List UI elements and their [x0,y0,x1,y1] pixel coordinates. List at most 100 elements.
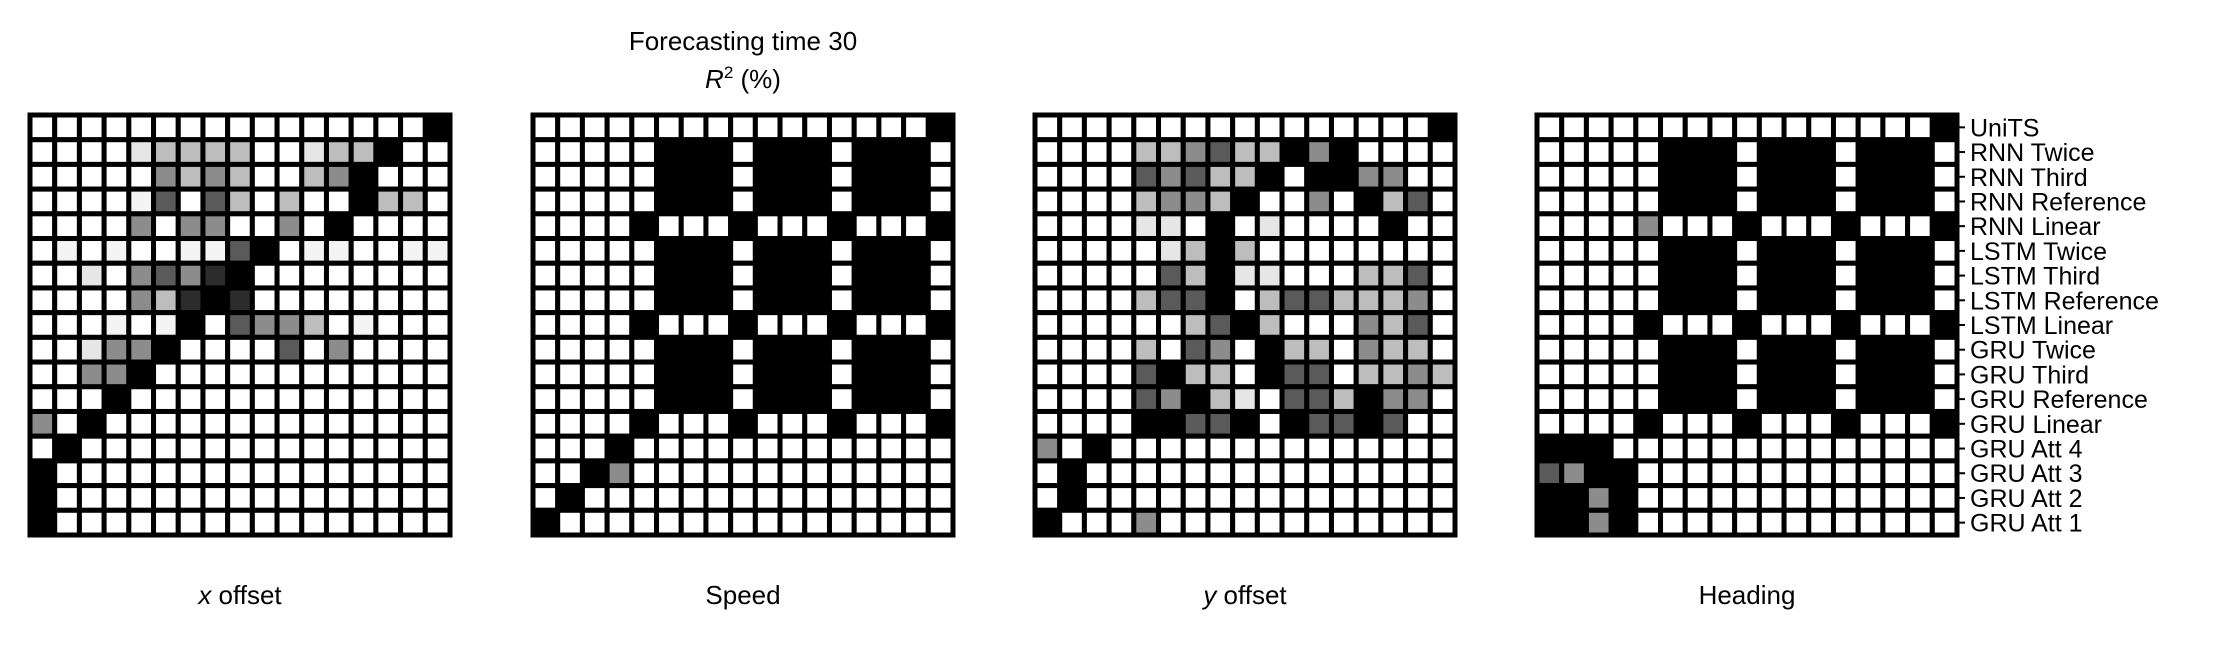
heatmap-cell [777,507,808,538]
heatmap-cell [1756,408,1787,439]
heatmap-cell [175,507,206,538]
heatmap-cell [901,112,931,143]
heatmap-cell [1806,458,1836,489]
heatmap-cell [1032,260,1063,291]
heatmap-cell [1732,507,1762,538]
heatmap-cell [1156,334,1186,365]
heatmap-cell [1608,507,1639,538]
heatmap-cell [1156,260,1186,291]
heatmap-cell [1608,186,1639,217]
heatmap-cell [604,137,635,167]
heatmap-cell [398,359,428,390]
heatmap-cell [1230,211,1260,242]
heatmap-cell [1081,334,1112,365]
heatmap-cell [703,260,734,291]
heatmap-cell [876,112,907,143]
heatmap-cell [200,408,231,439]
heatmap-cell [126,236,157,266]
heatmap-cell [1534,211,1565,242]
heatmap-cell [1180,458,1211,489]
heatmap-cell [1353,408,1384,439]
heatmap-cell [752,334,783,365]
heatmap-cell [126,137,157,167]
heatmap-cell [1905,137,1935,167]
heatmap-cell [1756,211,1787,242]
heatmap-cell [1254,433,1285,464]
heatmap-cell [1205,137,1236,167]
heatmap-cell [1583,211,1614,242]
heatmap-cell [1905,161,1935,192]
heatmap-cell [151,433,181,464]
heatmap-cell [876,384,907,414]
heatmap-cell [925,334,956,365]
heatmap-cell [1427,186,1458,217]
heatmap-cell [1180,186,1211,217]
heatmap-cell [1106,433,1137,464]
heatmap-cell [654,359,684,390]
heatmap-cell [1707,384,1738,414]
heatmap-cell [1534,408,1565,439]
heatmap-cell [1633,186,1664,217]
heatmap-cell [1427,359,1458,390]
heatmap-cell [1781,433,1812,464]
heatmap-cell [678,310,709,340]
heatmap-cell [1608,483,1639,513]
heatmap-cell [299,433,329,464]
heatmap-cell [1279,483,1310,513]
heatmap-cell [1534,458,1565,489]
heatmap-cell [1279,384,1310,414]
heatmap-cell [1633,161,1664,192]
heatmap-cell [1707,186,1738,217]
heatmap-cell [1559,260,1589,291]
heatmap-cell [1707,285,1738,316]
heatmap-cell [52,384,82,414]
heatmap-cell [175,359,206,390]
heatmap-cell [76,186,107,217]
heatmap-cell [76,384,107,414]
heatmap-cell [225,359,255,390]
heatmap-cell [373,359,404,390]
heatmap-cell [1880,186,1911,217]
heatmap-cell [1057,260,1087,291]
heatmap-cell [901,384,931,414]
heatmap-cell [1254,384,1285,414]
heatmap-cell [175,384,206,414]
heatmap-cell [1131,137,1162,167]
heatmap-cell [27,458,58,489]
heatmap-cell [703,285,734,316]
heatmap-cell [579,310,610,340]
heatmap-cell [604,112,635,143]
heatmap-cell [1205,433,1236,464]
heatmap-cell [1378,458,1409,489]
heatmap-cell [126,408,157,439]
heatmap-cell [1328,334,1359,365]
heatmap-cell [274,458,305,489]
heatmap-cell [1304,186,1334,217]
heatmap-cell [1378,112,1409,143]
heatmap-cell [1732,260,1762,291]
heatmap-cell [1427,310,1458,340]
heatmap-cell [1328,483,1359,513]
heatmap-cell [1427,408,1458,439]
row-label: UniTS [1970,114,2039,142]
heatmap-cell [1707,334,1738,365]
heatmap-cell [1880,384,1911,414]
heatmap-cell [604,359,635,390]
heatmap-cell [1929,483,1960,513]
heatmap-cell [1781,260,1812,291]
heatmap-cell [925,236,956,266]
heatmap-cell [728,458,758,489]
heatmap-cell [126,384,157,414]
heatmap-cell [373,137,404,167]
heatmap-cell [1583,186,1614,217]
heatmap-cell [422,211,453,242]
heatmap-cell [175,310,206,340]
heatmap-cell [1707,507,1738,538]
heatmap-cell [398,211,428,242]
heatmap-cell [530,211,561,242]
heatmap-cell [1781,285,1812,316]
heatmap-cell [604,433,635,464]
heatmap-cell [323,285,354,316]
heatmap-cell [299,260,329,291]
heatmap-cell [851,384,882,414]
